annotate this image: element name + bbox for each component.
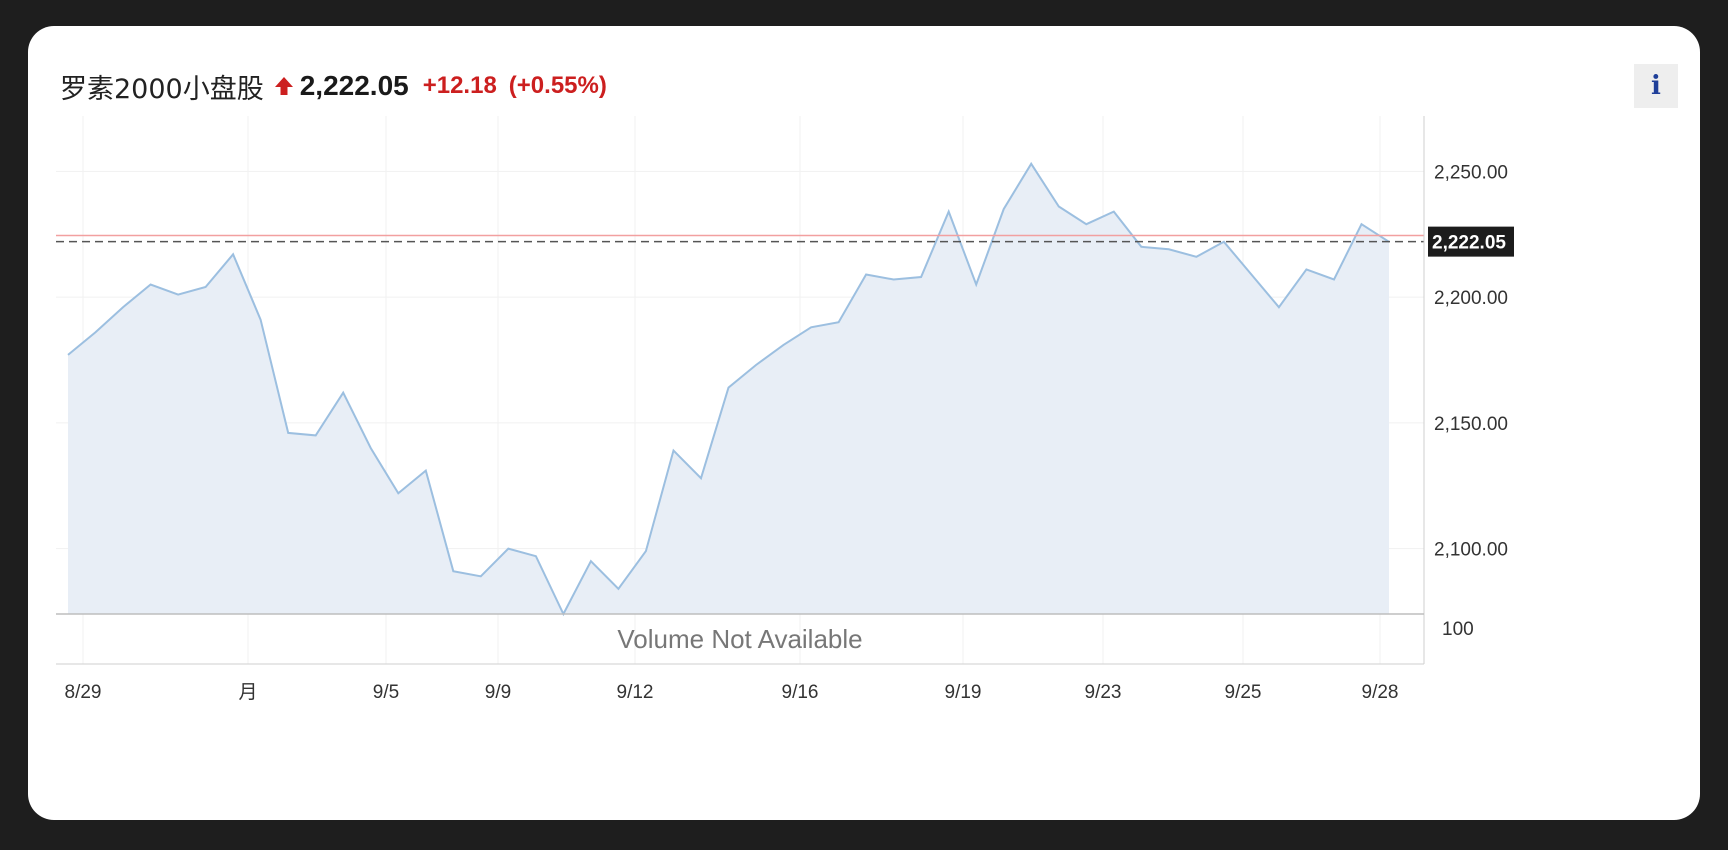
- x-tick-label-6: 9/19: [945, 682, 982, 703]
- x-tick-label-9: 9/28: [1362, 682, 1399, 703]
- info-icon: i: [1651, 71, 1661, 101]
- price-line: [67, 161, 1390, 617]
- price-chart: 2,250.00 2,200.00 2,150.00 2,100.00 2,222.05…: [56, 116, 1514, 703]
- y-tick-label-3: 2,100.00: [1434, 540, 1508, 561]
- x-tick-label-5: 9/16: [782, 682, 819, 703]
- arrow-up-icon: [274, 77, 293, 95]
- x-tick-label-8: 9/25: [1225, 682, 1262, 703]
- quote-header: 罗素2000小盘股 2,222.05 +12.18 (+0.55%): [60, 66, 607, 106]
- index-name: 罗素2000小盘股: [60, 73, 264, 105]
- x-tick-label-4: 9/12: [617, 682, 654, 703]
- x-tick-label-7: 9/23: [1085, 682, 1122, 703]
- volume-tick-label: 100: [1442, 619, 1474, 640]
- y-tick-label-2: 2,150.00: [1434, 414, 1508, 435]
- volume-not-available-text: Volume Not Available: [617, 624, 862, 654]
- last-price: 2,222.05: [299, 70, 409, 101]
- chart-card: 罗素2000小盘股 2,222.05 +12.18 (+0.55%) i 2,2…: [28, 26, 1700, 820]
- y-tick-label-0: 2,250.00: [1434, 162, 1508, 183]
- x-tick-label-2: 9/5: [373, 682, 399, 703]
- last-value-label: 2,222.05: [1432, 233, 1506, 254]
- info-button[interactable]: i: [1634, 64, 1678, 108]
- x-tick-label-1: 月: [238, 682, 257, 703]
- x-tick-label-3: 9/9: [485, 682, 511, 703]
- x-tick-label-0: 8/29: [65, 682, 102, 703]
- y-tick-label-1: 2,200.00: [1434, 288, 1508, 309]
- price-change: +12.18: [422, 72, 497, 99]
- percent-change: (+0.55%): [508, 72, 607, 99]
- last-value-badge: [1428, 226, 1514, 257]
